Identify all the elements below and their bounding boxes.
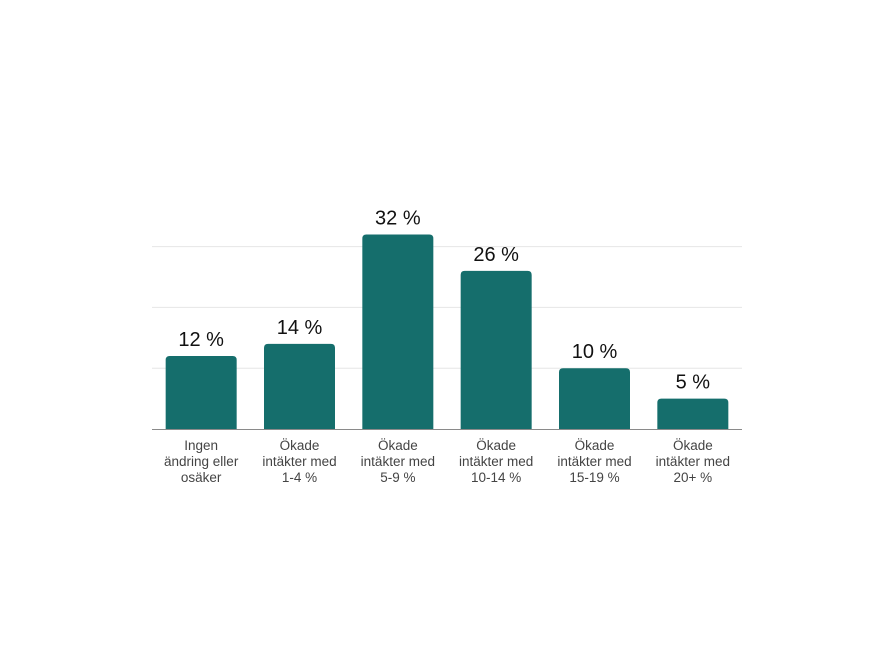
- category-tick-label-line: Ingen: [184, 438, 218, 453]
- category-tick-label-line: Ökade: [280, 438, 320, 453]
- bar: [460, 270, 532, 429]
- gridlines: [152, 246, 742, 369]
- category-tick-label-line: intäkter med: [557, 454, 631, 469]
- category-tick-label: Ökade intäkter med 20+ %: [656, 438, 730, 485]
- category-tick-label-line: 20+ %: [674, 470, 713, 485]
- category-tick-label-line: Ökade: [378, 438, 418, 453]
- category-tick-label: Ingen ändring eller osäker: [164, 438, 239, 485]
- category-tick-label-line: intäkter med: [361, 454, 435, 469]
- bar-value-label: 10 %: [572, 341, 618, 363]
- bar-value-label: 14 %: [277, 317, 323, 339]
- category-tick-label-line: intäkter med: [262, 454, 336, 469]
- category-tick-label-line: 5-9 %: [380, 470, 415, 485]
- category-tick-label-line: intäkter med: [459, 454, 533, 469]
- category-tick-label: Ökade intäkter med 5-9 %: [361, 438, 435, 485]
- bar-value-label: 26 %: [473, 244, 519, 266]
- category-tick-label: Ökade intäkter med 15-19 %: [557, 438, 631, 485]
- category-tick-label-line: intäkter med: [656, 454, 730, 469]
- bar: [165, 356, 237, 429]
- data-labels: 12 % 14 % 32 % 26 % 10 % 5 %: [178, 207, 710, 393]
- category-tick-label: Ökade intäkter med 10-14 %: [459, 438, 533, 485]
- bars: [165, 234, 729, 429]
- category-tick-label-line: Ökade: [673, 438, 713, 453]
- bar-value-label: 5 %: [676, 372, 711, 394]
- bar: [559, 368, 630, 429]
- category-tick-label-line: ändring eller: [164, 454, 239, 469]
- category-tick-label-line: 10-14 %: [471, 470, 521, 485]
- category-tick-label-line: Ökade: [575, 438, 615, 453]
- category-tick-label-line: 15-19 %: [569, 470, 619, 485]
- bar-value-label: 12 %: [178, 329, 224, 351]
- bar: [264, 343, 335, 429]
- bar: [362, 234, 434, 429]
- category-tick-label: Ökade intäkter med 1-4 %: [262, 438, 336, 485]
- bar-value-label: 32 %: [375, 207, 421, 229]
- bar: [657, 398, 729, 429]
- category-tick-label-line: osäker: [181, 470, 222, 485]
- category-tick-label-line: Ökade: [476, 438, 516, 453]
- category-tick-label-line: 1-4 %: [282, 470, 317, 485]
